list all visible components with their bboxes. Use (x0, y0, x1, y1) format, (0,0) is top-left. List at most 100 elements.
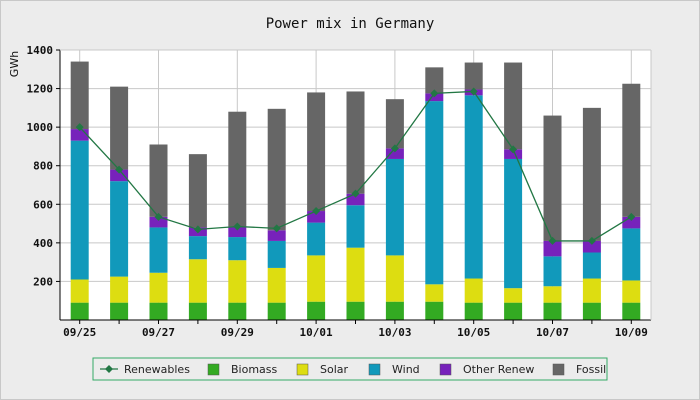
bar-fossil (149, 144, 168, 217)
x-tick-label: 10/03 (378, 326, 411, 339)
bar-other-renew (504, 149, 523, 159)
bar-fossil (70, 61, 89, 130)
y-tick-label: 200 (33, 275, 53, 288)
bar-biomass (149, 302, 168, 320)
bar-wind (385, 158, 404, 256)
bar-other-renew (622, 216, 641, 229)
renewables-point (193, 225, 202, 234)
bar-fossil (346, 91, 365, 194)
renewables-point (587, 236, 596, 245)
bar-wind (582, 252, 601, 279)
bar-wind (622, 228, 641, 281)
legend-label-wind: Wind (392, 363, 420, 376)
renewables-point (312, 207, 321, 216)
x-tick-label: 10/01 (300, 326, 333, 339)
renewables-point (154, 212, 163, 221)
bar-biomass (267, 302, 286, 320)
bar-solar (464, 278, 483, 303)
legend-swatch-biomass (207, 363, 220, 376)
bar-fossil (110, 86, 129, 170)
legend-label-solar: Solar (320, 363, 349, 376)
bar-biomass (307, 301, 326, 320)
bar-other-renew (110, 169, 129, 182)
bar-wind (110, 181, 129, 277)
bar-other-renew (149, 216, 168, 228)
bar-wind (346, 205, 365, 248)
bar-fossil (385, 99, 404, 149)
bar-wind (70, 140, 89, 280)
bar-other-renew (307, 211, 326, 223)
y-axis-label: GWh (8, 51, 21, 77)
renewables-point (75, 123, 84, 132)
bar-fossil (188, 154, 207, 228)
bar-wind (504, 158, 523, 289)
legend-label-renewables: Renewables (124, 363, 190, 376)
bar-solar (504, 288, 523, 303)
legend-label-biomass: Biomass (231, 363, 278, 376)
bar-other-renew (582, 240, 601, 253)
renewables-point (509, 145, 518, 154)
bar-biomass (70, 302, 89, 320)
bar-wind (425, 101, 444, 285)
bar-biomass (464, 302, 483, 320)
bar-wind (228, 237, 247, 261)
bar-fossil (267, 108, 286, 231)
bar-biomass (188, 302, 207, 320)
bar-solar (228, 260, 247, 303)
bar-biomass (425, 301, 444, 320)
bar-solar (385, 255, 404, 302)
y-tick-label: 1000 (27, 121, 54, 134)
renewables-point (548, 236, 557, 245)
legend-label-fossil: Fossil (576, 363, 606, 376)
x-tick-label: 10/07 (536, 326, 569, 339)
bar-solar (70, 279, 89, 303)
bar-fossil (543, 115, 562, 241)
y-tick-label: 600 (33, 198, 53, 211)
bar-solar (149, 272, 168, 303)
legend-swatch-wind (368, 363, 381, 376)
y-tick-label: 1400 (27, 44, 54, 57)
bar-biomass (385, 301, 404, 320)
bar-biomass (228, 302, 247, 320)
axis-layer: 200 400 600 800 1000 1200 1400 09/25 09/27 09/29 1… (27, 44, 652, 339)
renewables-point (469, 87, 478, 96)
bar-biomass (504, 302, 523, 320)
legend: Renewables Biomass Solar Wind Other Renew Fos… (92, 357, 608, 381)
bar-other-renew (543, 240, 562, 257)
chart-title: Power mix in Germany (266, 16, 435, 32)
legend-marker-renewables (105, 365, 113, 373)
y-tick-label: 400 (33, 237, 53, 250)
legend-swatch-fossil (552, 363, 565, 376)
bar-wind (149, 227, 168, 273)
bar-other-renew (385, 148, 404, 159)
bar-solar (622, 280, 641, 303)
x-tick-label: 09/27 (142, 326, 175, 339)
bar-solar (346, 247, 365, 302)
bars-layer (70, 61, 641, 320)
renewables-point (233, 222, 242, 231)
bar-biomass (622, 302, 641, 320)
bar-solar (582, 278, 601, 303)
renewables-point (430, 89, 439, 98)
bar-wind (188, 236, 207, 260)
x-tick-label: 10/09 (615, 326, 648, 339)
y-tick-label: 800 (33, 160, 53, 173)
bar-biomass (582, 302, 601, 320)
y-tick-label: 1200 (27, 83, 54, 96)
bar-wind (543, 256, 562, 287)
legend-box (92, 357, 608, 381)
bar-fossil (464, 62, 483, 90)
bar-biomass (543, 302, 562, 320)
bar-solar (110, 276, 129, 303)
renewables-point (115, 165, 124, 174)
bar-wind (307, 222, 326, 256)
bar-wind (267, 240, 286, 268)
bar-fossil (307, 92, 326, 212)
bar-other-renew (70, 129, 89, 141)
bar-biomass (110, 302, 129, 320)
bar-solar (188, 259, 207, 303)
renewables-point (627, 212, 636, 221)
legend-label-other-renew: Other Renew (463, 363, 534, 376)
x-tick-label: 10/05 (457, 326, 490, 339)
